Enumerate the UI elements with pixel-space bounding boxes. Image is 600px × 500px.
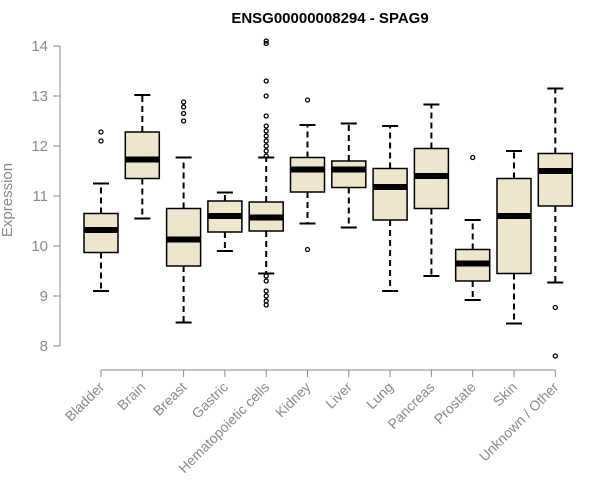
outlier-point <box>263 143 269 149</box>
box-hematopoietic-cells <box>248 38 284 308</box>
y-tick-label: 14 <box>31 38 48 55</box>
y-axis: 8 9 10 11 12 13 14 <box>31 38 61 355</box>
outlier-point <box>180 110 187 117</box>
outlier-point <box>552 304 558 311</box>
box-gastric <box>207 191 243 252</box>
box-brain <box>124 94 161 220</box>
box-lung <box>372 125 408 292</box>
chart-title: ENSG00000008294 - SPAG9 <box>231 10 428 27</box>
y-tick-label: 8 <box>40 338 48 355</box>
y-tick-label: 9 <box>40 288 48 305</box>
outlier-point <box>263 128 269 134</box>
box-liver <box>331 122 367 229</box>
outlier-point <box>263 113 269 119</box>
box-bladder <box>83 129 119 292</box>
outlier-point <box>263 123 269 129</box>
outlier-point <box>263 133 269 139</box>
x-tick-label: Liver <box>322 379 355 412</box>
outlier-point <box>304 97 311 103</box>
x-tick-label: Prostate <box>431 379 479 427</box>
outlier-point <box>263 273 269 279</box>
outlier-point <box>263 153 269 159</box>
box-iqr <box>372 167 408 221</box>
outlier-point <box>304 246 311 253</box>
outlier-point <box>263 148 269 154</box>
y-tick-label: 11 <box>32 188 48 205</box>
x-tick-label: Breast <box>150 379 190 419</box>
y-tick-label: 10 <box>31 238 48 255</box>
outlier-point <box>180 118 187 124</box>
box-iqr <box>537 152 574 207</box>
outlier-point <box>263 288 269 294</box>
outlier-point <box>263 138 269 144</box>
outlier-point <box>180 99 187 105</box>
outlier-point <box>263 78 269 84</box>
box-iqr <box>331 160 367 189</box>
box-iqr <box>124 131 161 180</box>
x-tick-label: Kidney <box>272 379 314 421</box>
outlier-point <box>263 38 269 44</box>
box-iqr <box>496 177 532 275</box>
y-tick-label: 12 <box>31 138 48 155</box>
box-unknown-other <box>537 87 574 359</box>
box-pancreas <box>413 103 450 277</box>
box-breast <box>165 99 202 324</box>
outlier-point <box>263 40 269 47</box>
x-tick-label: Bladder <box>62 379 108 425</box>
outlier-point <box>263 278 269 284</box>
outlier-point <box>98 138 104 144</box>
box-series <box>83 38 574 359</box>
x-tick-label: Lung <box>363 379 396 412</box>
outlier-point <box>98 129 104 135</box>
y-axis-label: Expression <box>0 163 16 237</box>
y-tick-label: 13 <box>31 88 48 105</box>
box-iqr <box>289 156 326 193</box>
box-skin <box>496 150 532 325</box>
box-prostate <box>454 154 491 301</box>
outlier-point <box>470 154 476 161</box>
box-kidney <box>289 97 326 253</box>
outlier-point <box>263 293 269 299</box>
outlier-point <box>263 93 269 99</box>
outlier-point <box>552 353 558 359</box>
x-tick-label: Brain <box>114 379 148 413</box>
outlier-point <box>263 298 269 304</box>
x-tick-label: Skin <box>490 379 521 410</box>
outlier-point <box>180 104 187 110</box>
